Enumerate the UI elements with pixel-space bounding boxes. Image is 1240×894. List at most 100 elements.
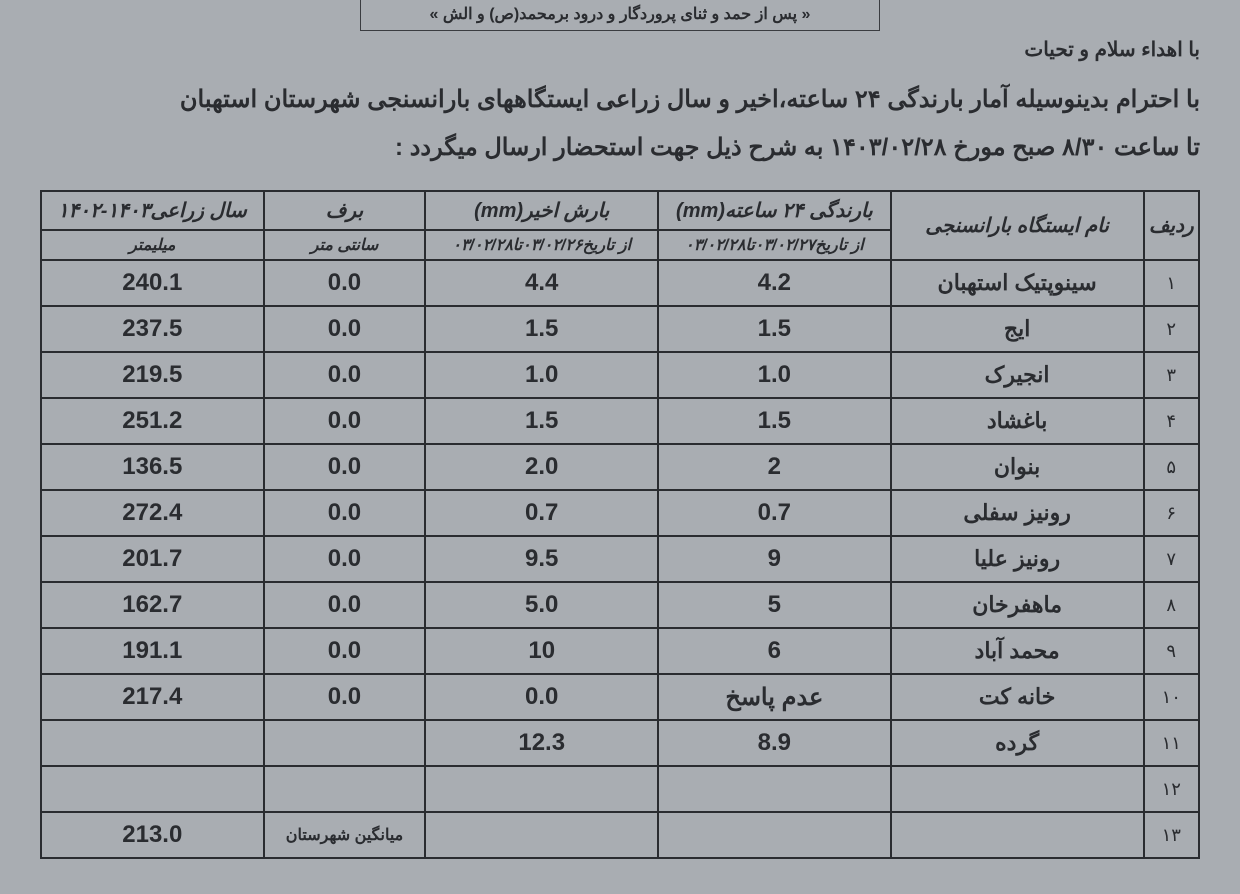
cell-snow: 0.0 [264,352,426,398]
col-subheader-year: میلیمتر [41,230,264,260]
cell-snow: 0.0 [264,260,426,306]
cell-year-total: 136.5 [41,444,264,490]
cell-station-name [891,812,1144,858]
col-subheader-rain24: از تاریخ۰۳/۰۲/۲۷تا۰۳/۰۲/۲۸ [658,230,891,260]
table-row: ۶رونیز سفلی0.70.70.0272.4 [41,490,1199,536]
cell-rain-recent: 1.0 [425,352,658,398]
cell-rain-24h: 1.5 [658,306,891,352]
cell-year-total: 240.1 [41,260,264,306]
cell-station-name: انجیرک [891,352,1144,398]
cell-snow: میانگین شهرستان [264,812,426,858]
rainfall-table: ردیف نام ایستگاه بارانسنجی بارندگی ۲۴ سا… [40,190,1200,859]
intro-line-2: تا ساعت ۸/۳۰ صبح مورخ ۱۴۰۳/۰۲/۲۸ به شرح … [395,134,1200,161]
cell-rain-recent: 5.0 [425,582,658,628]
header-quote-text: « پس از حمد و ثنای پروردگار و درود برمحم… [430,6,811,23]
intro-paragraph: با احترام بدینوسیله آمار بارندگی ۲۴ ساعت… [40,76,1200,172]
table-row: ۹محمد آباد6100.0191.1 [41,628,1199,674]
cell-rain-recent: 1.5 [425,306,658,352]
cell-snow: 0.0 [264,628,426,674]
cell-index: ۵ [1144,444,1199,490]
table-row: ۱۲ [41,766,1199,812]
cell-index: ۱ [1144,260,1199,306]
document-page: « پس از حمد و ثنای پروردگار و درود برمحم… [0,0,1240,894]
cell-snow: 0.0 [264,674,426,720]
cell-rain-24h: 9 [658,536,891,582]
greeting-text: با اهداء سلام و تحیات [40,37,1200,62]
cell-station-name: بنوان [891,444,1144,490]
cell-rain-recent [425,812,658,858]
table-row: ۱۳ میانگین شهرستان213.0 [41,812,1199,858]
cell-index: ۱۰ [1144,674,1199,720]
cell-station-name: محمد آباد [891,628,1144,674]
cell-year-total: 162.7 [41,582,264,628]
table-row: ۸ماهفرخان55.00.0162.7 [41,582,1199,628]
table-row: ۲ایج1.51.50.0237.5 [41,306,1199,352]
cell-station-name: رونیز علیا [891,536,1144,582]
cell-index: ۳ [1144,352,1199,398]
cell-year-total: 213.0 [41,812,264,858]
cell-index: ۷ [1144,536,1199,582]
cell-year-total: 219.5 [41,352,264,398]
cell-year-total: 191.1 [41,628,264,674]
cell-station-name: سینوپتیک استهبان [891,260,1144,306]
col-header-rain24: بارندگی ۲۴ ساعته(mm) [658,191,891,230]
table-row: ۷رونیز علیا99.50.0201.7 [41,536,1199,582]
cell-index: ۲ [1144,306,1199,352]
cell-station-name: ماهفرخان [891,582,1144,628]
cell-rain-recent: 10 [425,628,658,674]
cell-year-total [41,766,264,812]
cell-year-total: 251.2 [41,398,264,444]
table-row: ۱۰خانه کتعدم پاسخ0.00.0217.4 [41,674,1199,720]
cell-rain-recent: 1.5 [425,398,658,444]
cell-snow: 0.0 [264,536,426,582]
cell-rain-recent: 4.4 [425,260,658,306]
cell-rain-24h: 1.0 [658,352,891,398]
cell-year-total: 201.7 [41,536,264,582]
cell-snow [264,720,426,766]
cell-index: ۱۲ [1144,766,1199,812]
table-header: ردیف نام ایستگاه بارانسنجی بارندگی ۲۴ سا… [41,191,1199,260]
cell-rain-recent: 0.7 [425,490,658,536]
cell-station-name: گرده [891,720,1144,766]
col-subheader-snow: سانتی متر [264,230,426,260]
cell-rain-recent: 2.0 [425,444,658,490]
cell-rain-24h: 1.5 [658,398,891,444]
table-row: ۱۱گرده8.912.3 [41,720,1199,766]
table-row: ۵بنوان22.00.0136.5 [41,444,1199,490]
cell-snow: 0.0 [264,490,426,536]
cell-rain-24h: 4.2 [658,260,891,306]
cell-year-total: 237.5 [41,306,264,352]
cell-snow [264,766,426,812]
table-body: ۱سینوپتیک استهبان4.24.40.0240.1۲ایج1.51.… [41,260,1199,858]
cell-rain-recent: 12.3 [425,720,658,766]
cell-station-name: ایج [891,306,1144,352]
header-quote-box: « پس از حمد و ثنای پروردگار و درود برمحم… [360,0,880,31]
cell-index: ۹ [1144,628,1199,674]
cell-snow: 0.0 [264,306,426,352]
col-header-recent: بارش اخیر(mm) [425,191,658,230]
cell-station-name: خانه کت [891,674,1144,720]
cell-snow: 0.0 [264,582,426,628]
table-row: ۱سینوپتیک استهبان4.24.40.0240.1 [41,260,1199,306]
cell-rain-recent [425,766,658,812]
cell-index: ۱۱ [1144,720,1199,766]
table-row: ۳انجیرک1.01.00.0219.5 [41,352,1199,398]
cell-rain-24h: 8.9 [658,720,891,766]
cell-rain-recent: 9.5 [425,536,658,582]
cell-snow: 0.0 [264,398,426,444]
cell-index: ۸ [1144,582,1199,628]
col-header-year: سال زراعی۱۴۰۳-۱۴۰۲ [41,191,264,230]
cell-rain-recent: 0.0 [425,674,658,720]
col-header-station: نام ایستگاه بارانسنجی [891,191,1144,260]
cell-index: ۱۳ [1144,812,1199,858]
cell-rain-24h: 6 [658,628,891,674]
cell-rain-24h [658,812,891,858]
cell-rain-24h [658,766,891,812]
cell-rain-24h: 0.7 [658,490,891,536]
table-row: ۴باغشاد1.51.50.0251.2 [41,398,1199,444]
cell-index: ۴ [1144,398,1199,444]
intro-line-1: با احترام بدینوسیله آمار بارندگی ۲۴ ساعت… [180,86,1200,113]
cell-year-total [41,720,264,766]
col-header-index: ردیف [1144,191,1199,260]
cell-rain-24h: 2 [658,444,891,490]
